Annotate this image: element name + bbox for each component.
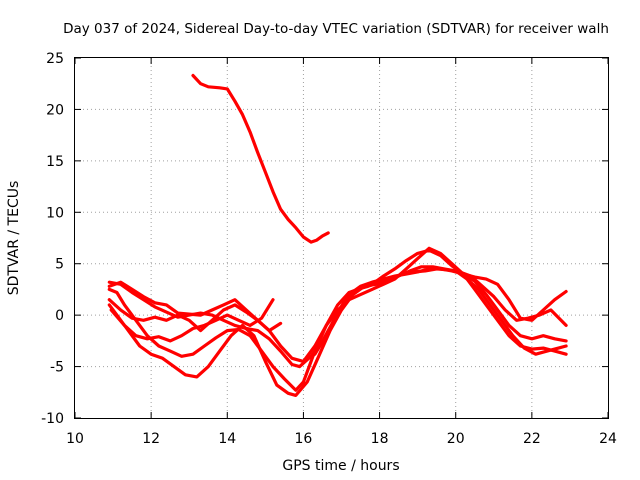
y-tick-label: 20	[46, 102, 64, 118]
series-line-arc-high	[191, 73, 330, 244]
y-axis-label: SDTVAR / TECUs	[6, 181, 22, 296]
x-tick-label: 10	[66, 431, 84, 447]
x-tick-label: 18	[371, 431, 389, 447]
y-tick-label: 25	[46, 51, 64, 67]
x-tick-label: 20	[447, 431, 465, 447]
y-tick-label: 5	[55, 257, 64, 273]
y-tick-label: 10	[46, 205, 64, 221]
chart-title: Day 037 of 2024, Sidereal Day-to-day VTE…	[63, 21, 609, 37]
y-tick-label: -10	[41, 411, 64, 427]
y-axis: -10 -5 0 5 10 15 20 25	[41, 51, 608, 427]
x-tick-label: 12	[142, 431, 160, 447]
series-layer	[107, 73, 568, 397]
series-line-arc-5	[107, 298, 283, 333]
x-tick-label: 22	[523, 431, 541, 447]
x-axis: 10 12 14 16 18 20 22 24	[66, 58, 617, 447]
x-axis-label: GPS time / hours	[282, 458, 399, 474]
y-tick-label: -5	[50, 360, 64, 376]
x-tick-label: 16	[295, 431, 313, 447]
x-tick-label: 24	[599, 431, 617, 447]
plot-frame	[74, 57, 609, 419]
y-tick-label: 0	[55, 308, 64, 324]
grid-lines	[75, 58, 608, 418]
x-tick-label: 14	[218, 431, 236, 447]
y-tick-label: 15	[46, 154, 64, 170]
series-line-arc-7	[301, 248, 568, 363]
series-line-arc-4	[107, 267, 568, 363]
series-line-arc-6	[109, 298, 275, 343]
series-line-arc-2	[107, 265, 568, 397]
